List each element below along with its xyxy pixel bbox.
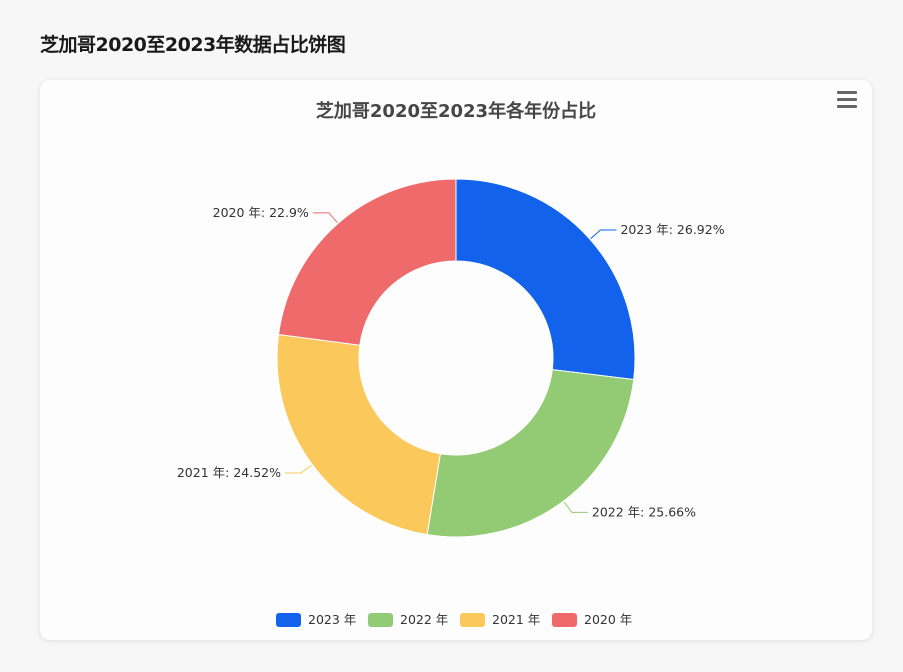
legend-swatch-2022	[368, 613, 393, 627]
legend-label-2021: 2021 年	[492, 612, 540, 627]
legend-item-2022[interactable]: 2022 年	[368, 612, 448, 627]
legend-label-2023: 2023 年	[308, 612, 356, 627]
hamburger-menu-icon[interactable]	[834, 89, 860, 111]
legend-item-2021[interactable]: 2021 年	[460, 612, 540, 627]
slice-label-2022: 2022 年: 25.66%	[592, 504, 696, 519]
legend-label-2020: 2020 年	[584, 612, 632, 627]
chart-card	[40, 80, 872, 640]
leader-line-2020	[312, 212, 338, 223]
legend-label-2022: 2022 年	[400, 612, 448, 627]
slice-label-2023: 2023 年: 26.92%	[620, 222, 724, 237]
slice-label-2020: 2020 年: 22.9%	[213, 205, 309, 220]
slice-2021[interactable]	[276, 333, 441, 536]
legend-swatch-2021	[460, 613, 485, 627]
slice-2022[interactable]	[426, 369, 635, 538]
chart-title: 芝加哥2020至2023年各年份占比	[316, 100, 596, 122]
leader-line-2023	[590, 229, 617, 239]
slice-2020[interactable]	[277, 178, 457, 346]
legend-swatch-2020	[552, 613, 577, 627]
legend-item-2023[interactable]: 2023 年	[276, 612, 356, 627]
legend-item-2020[interactable]: 2020 年	[552, 612, 632, 627]
slice-2023[interactable]	[455, 178, 636, 381]
slice-labels: 2023 年: 26.92% 2022 年: 25.66% 2021 年: 24.5…	[177, 205, 725, 520]
legend-swatch-2023	[276, 613, 301, 627]
chart-legend: 2023 年 2022 年 2021 年 2020 年	[276, 612, 632, 627]
leader-line-2022	[563, 501, 588, 513]
page-title: 芝加哥2020至2023年数据占比饼图	[40, 34, 346, 56]
slice-label-2021: 2021 年: 24.52%	[177, 465, 281, 480]
donut-slices	[276, 178, 636, 538]
leader-line-2021	[285, 464, 312, 474]
